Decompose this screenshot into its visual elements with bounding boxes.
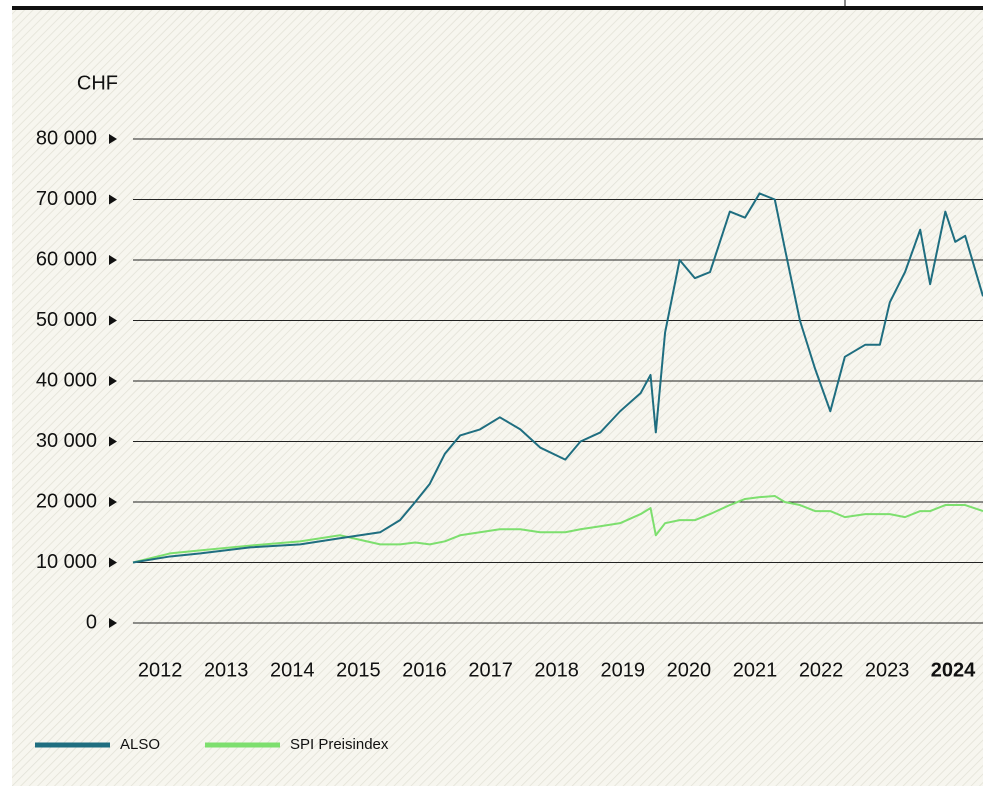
y-tick-label: 40 000 [36,369,97,391]
top-rule [12,6,983,10]
legend-label: ALSO [120,736,160,753]
tick-arrow [109,194,117,205]
series-line [132,494,983,564]
y-tick-label: 10 000 [36,551,97,573]
x-tick-label: 2021 [733,659,778,681]
x-tick-label: 2013 [204,659,249,681]
x-tick-label: 2020 [667,659,712,681]
tick-arrow [109,134,117,144]
x-tick-label: 2019 [601,659,646,681]
legend-label: SPI Preisindex [290,736,389,753]
series-line [132,192,983,564]
x-tick-label: 2014 [270,659,315,681]
tick-arrow [109,315,117,326]
y-tick-label: 0 [86,611,97,633]
y-tick-label: 50 000 [36,309,97,331]
x-tick-label: 2024 [931,659,976,681]
y-tick-label: 80 000 [36,127,97,149]
tick-arrow [109,497,117,507]
x-tick-label: 2017 [468,659,513,681]
background [12,8,983,786]
tick-arrow [109,436,117,447]
tick-arrow [109,557,117,568]
x-tick-label: 2022 [799,659,844,681]
y-tick-label: 70 000 [36,188,97,210]
top-strip [0,0,983,8]
x-tick-label: 2012 [138,659,183,681]
y-tick-label: 60 000 [36,248,97,270]
y-tick-label: 20 000 [36,490,97,512]
x-tick-label: 2018 [534,659,579,681]
tick-arrow [109,255,117,265]
x-tick-label: 2015 [336,659,381,681]
x-tick-label: 2023 [865,659,910,681]
tick-arrow [109,376,117,386]
y-axis-label: CHF [77,72,118,94]
x-tick-label: 2016 [402,659,447,681]
y-tick-label: 30 000 [36,430,97,452]
tick-arrow [109,618,117,628]
